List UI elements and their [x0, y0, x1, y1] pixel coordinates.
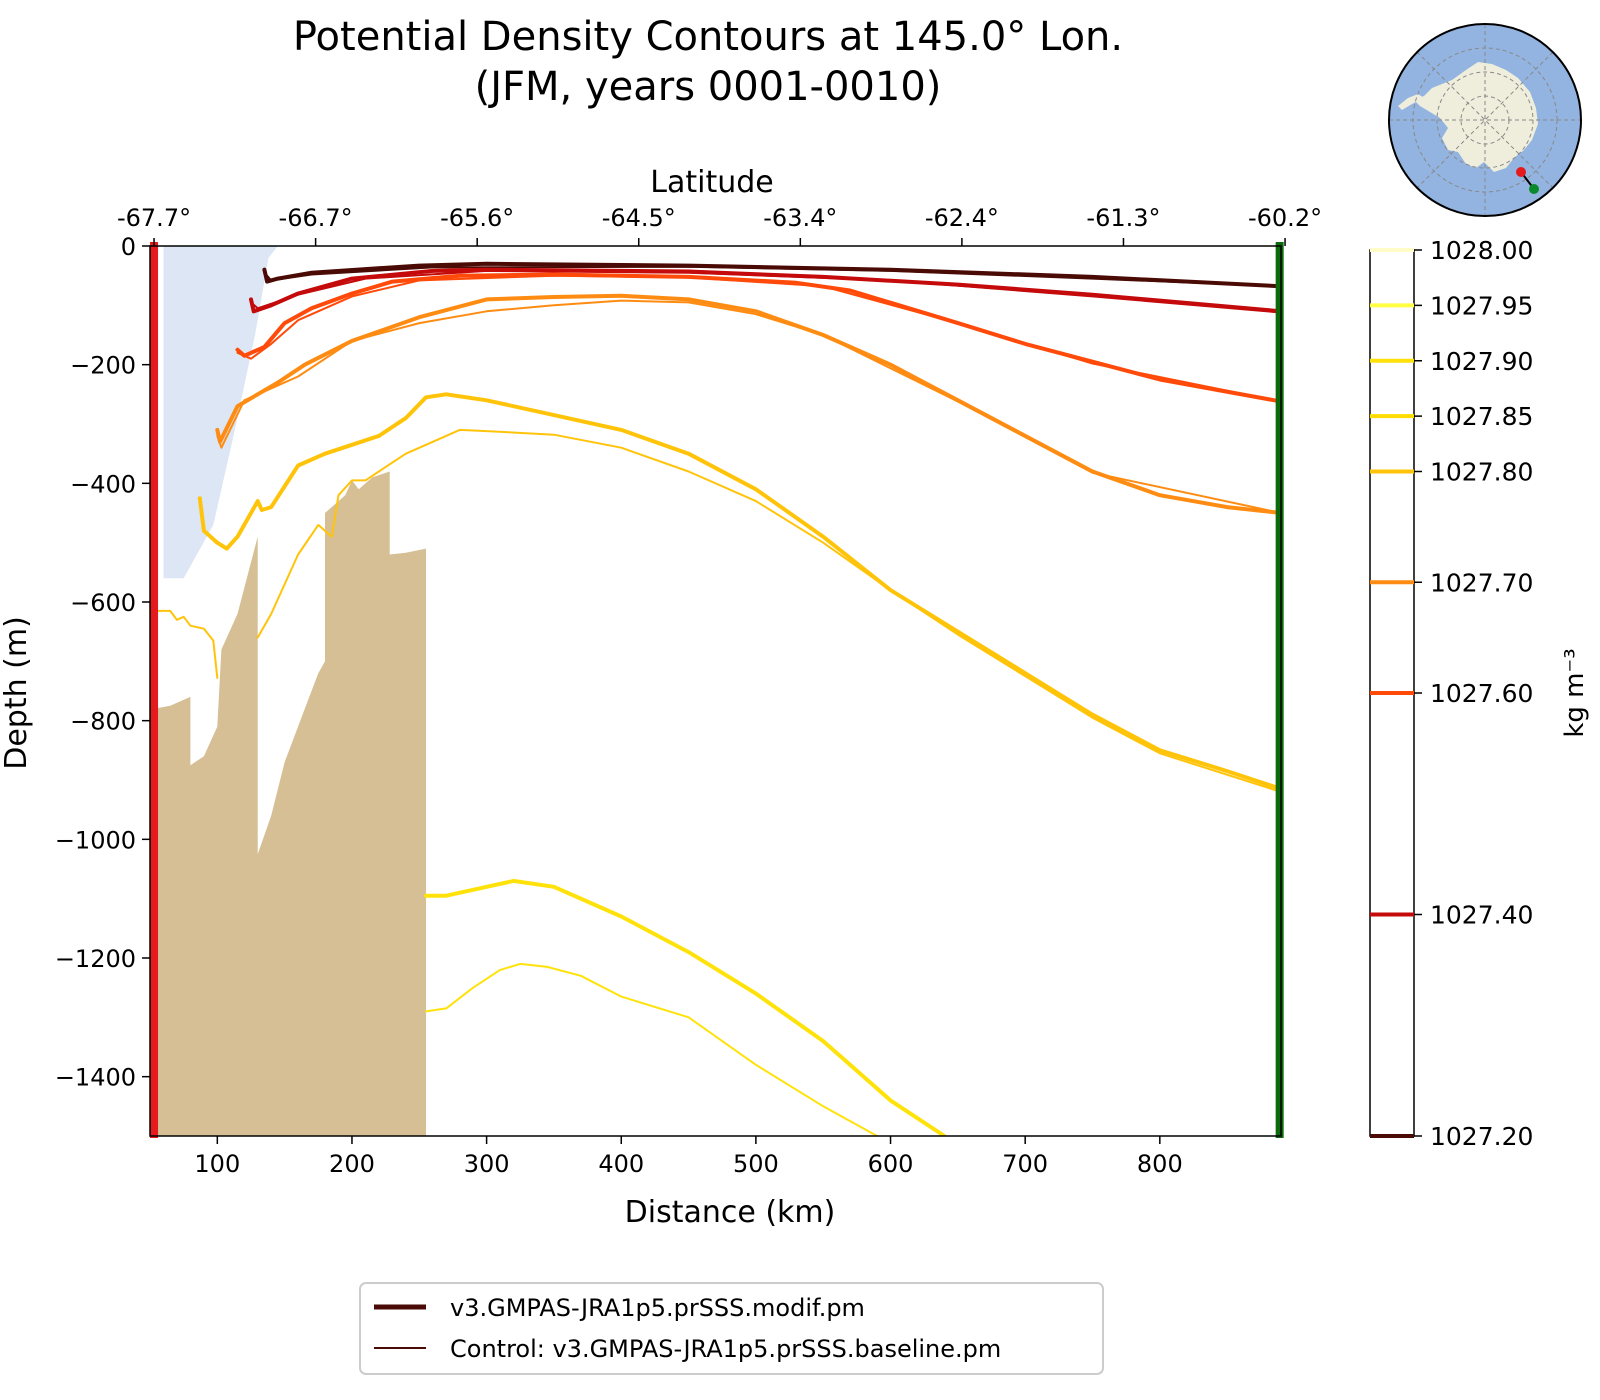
top-axis-ticks: -67.7° -66.7° -65.6° -64.5° -63.4° -62.4° -61.… — [117, 204, 1322, 246]
x-tick-label: 100 — [194, 1150, 240, 1178]
section-end-markers — [150, 242, 1284, 1138]
chart-title: Potential Density Contours at 145.0° Lon… — [293, 14, 1123, 60]
x-tick-label: 300 — [464, 1150, 510, 1178]
colorbar-tick-label: 1028.00 — [1430, 236, 1533, 265]
inset-map — [1388, 23, 1582, 217]
top-tick-label: -61.3° — [1086, 204, 1160, 232]
y-axis-ticks: 0 −200 −400 −600 −800 −1000 −1200 −1400 — [55, 233, 150, 1092]
y-tick-label: −1400 — [55, 1064, 136, 1092]
contour-1027.8-baseline — [155, 609, 219, 679]
y-tick-label: −1000 — [55, 826, 136, 854]
antarctica-landmass — [1414, 62, 1538, 172]
contour-1027.4-baseline — [250, 269, 1281, 314]
top-tick-label: -64.5° — [602, 204, 676, 232]
top-tick-label: -62.4° — [925, 204, 999, 232]
x-tick-label: 700 — [1002, 1150, 1048, 1178]
x-axis-ticks: 100 200 300 400 500 600 700 800 — [194, 1136, 1183, 1178]
legend-box — [359, 1282, 1104, 1375]
colorbar-tick-label: 1027.85 — [1430, 402, 1533, 431]
y-tick-label: −400 — [70, 470, 136, 498]
y-axis-label: Depth (m) — [0, 616, 34, 770]
top-tick-label: -66.7° — [279, 204, 353, 232]
x-tick-label: 800 — [1137, 1150, 1183, 1178]
colorbar-tick-label: 1027.80 — [1430, 458, 1533, 487]
y-tick-label: −600 — [70, 589, 136, 617]
x-tick-label: 400 — [598, 1150, 644, 1178]
y-tick-label: 0 — [121, 233, 136, 261]
contour-1027.6-baseline — [236, 274, 1281, 403]
top-axis-label: Latitude — [650, 165, 773, 200]
top-tick-label: -67.7° — [117, 204, 191, 232]
contour-1027.7-baseline — [216, 299, 1281, 514]
x-tick-label: 200 — [329, 1150, 375, 1178]
chart-subtitle: (JFM, years 0001-0010) — [475, 64, 942, 110]
colorbar-tick-label: 1027.95 — [1430, 291, 1533, 320]
x-axis-label: Distance (km) — [625, 1195, 836, 1230]
y-tick-label: −200 — [70, 352, 136, 380]
map-border — [1388, 23, 1582, 217]
contour-1027.4-modif — [249, 267, 1281, 314]
map-end-point — [1529, 184, 1539, 194]
antarctic-peninsula — [1398, 94, 1424, 110]
y-tick-label: −1200 — [55, 945, 136, 973]
contour-1027.9-baseline — [425, 962, 879, 1136]
colorbar-tick-label: 1027.60 — [1430, 679, 1533, 708]
contour-1027.8-baseline — [256, 428, 1281, 793]
map-graticule — [1389, 24, 1581, 216]
plot-frame — [149, 245, 1282, 1137]
plot-fills — [154, 246, 426, 1136]
legend-label-modif: v3.GMPAS-JRA1p5.prSSS.modif.pm — [450, 1294, 865, 1322]
contour-1027.8-modif — [197, 392, 1281, 791]
colorbar-ticks: 1028.00 1027.95 1027.90 1027.85 1027.80 1027.… — [1370, 236, 1533, 1151]
colorbar-label: kg m⁻³ — [1560, 648, 1590, 737]
top-tick-label: -60.2° — [1248, 204, 1322, 232]
y-tick-label: −800 — [70, 708, 136, 736]
contour-1027.2-baseline — [263, 265, 1281, 288]
colorbar-tick-label: 1027.20 — [1430, 1122, 1533, 1151]
contour-1027.6-modif — [235, 272, 1281, 404]
legend-label-baseline: Control: v3.GMPAS-JRA1p5.prSSS.baseline.… — [450, 1335, 1001, 1363]
contour-1027.9-modif — [424, 878, 947, 1136]
top-tick-label: -63.4° — [763, 204, 837, 232]
colorbar-tick-label: 1027.40 — [1430, 901, 1533, 930]
x-tick-label: 500 — [733, 1150, 779, 1178]
colorbar-tick-label: 1027.70 — [1430, 568, 1533, 597]
bathymetry — [154, 471, 426, 1136]
colorbar-tick-label: 1027.90 — [1430, 347, 1533, 376]
map-start-point — [1516, 167, 1526, 177]
x-tick-label: 600 — [868, 1150, 914, 1178]
ice-shelf — [163, 246, 278, 579]
top-tick-label: -65.6° — [440, 204, 514, 232]
contour-lines — [155, 261, 1281, 1136]
